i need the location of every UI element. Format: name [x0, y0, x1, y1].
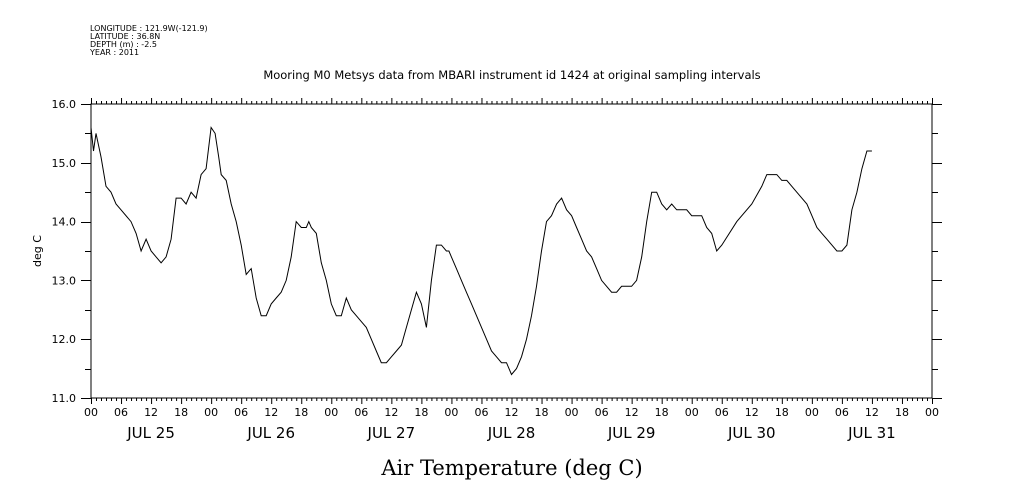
y-tick-label: 13.0	[52, 274, 77, 287]
x-day-label: JUL 25	[126, 424, 175, 442]
x-tick-label: 18	[535, 406, 549, 419]
y-tick-label: 12.0	[52, 333, 77, 346]
x-day-label: JUL 30	[727, 424, 776, 442]
latitude-label: LATITUDE : 36.8N	[90, 32, 161, 41]
x-tick-label: 12	[745, 406, 759, 419]
axis-ticks	[81, 98, 942, 404]
year-label: YEAR : 2011	[90, 48, 140, 57]
axis-labels: 00 06 12 18 00 06 12 18 00 06 12 18 00 06 12 18 00 06 12 18…	[52, 98, 940, 442]
x-tick-label: 00	[565, 406, 579, 419]
x-tick-label: 18	[294, 406, 308, 419]
x-tick-label: 00	[324, 406, 338, 419]
x-tick-label: 18	[895, 406, 909, 419]
y-tick-label: 14.0	[52, 216, 77, 229]
x-tick-label: 00	[204, 406, 218, 419]
x-tick-label: 12	[625, 406, 639, 419]
x-tick-label: 00	[925, 406, 939, 419]
x-tick-label: 06	[114, 406, 128, 419]
y-tick-label: 16.0	[52, 98, 77, 111]
x-tick-label: 00	[805, 406, 819, 419]
x-tick-label: 18	[775, 406, 789, 419]
x-tick-label: 18	[655, 406, 669, 419]
y-tick-label: 11.0	[52, 392, 77, 405]
x-tick-label: 00	[444, 406, 458, 419]
x-tick-label: 12	[264, 406, 278, 419]
chart-title: Mooring M0 Metsys data from MBARI instru…	[263, 68, 760, 82]
x-day-label: JUL 26	[246, 424, 295, 442]
y-tick-label: 15.0	[52, 157, 77, 170]
x-tick-label: 06	[715, 406, 729, 419]
y-axis-label: deg C	[31, 235, 44, 267]
x-tick-label: 00	[84, 406, 98, 419]
longitude-label: LONGITUDE : 121.9W(-121.9)	[90, 24, 208, 33]
depth-label: DEPTH (m) : -2.5	[90, 40, 157, 49]
x-tick-label: 12	[865, 406, 879, 419]
x-tick-label: 12	[144, 406, 158, 419]
x-tick-label: 06	[835, 406, 849, 419]
x-day-label: JUL 31	[847, 424, 896, 442]
x-day-label: JUL 29	[607, 424, 656, 442]
x-day-label: JUL 28	[487, 424, 536, 442]
x-tick-label: 06	[234, 406, 248, 419]
x-tick-label: 18	[414, 406, 428, 419]
x-tick-label: 12	[384, 406, 398, 419]
x-tick-label: 18	[174, 406, 188, 419]
x-tick-label: 12	[505, 406, 519, 419]
x-tick-label: 06	[474, 406, 488, 419]
x-tick-label: 06	[595, 406, 609, 419]
x-tick-label: 00	[685, 406, 699, 419]
x-day-label: JUL 27	[367, 424, 416, 442]
series-line-air-temperature	[90, 126, 872, 376]
x-axis-label: Air Temperature (deg C)	[380, 456, 642, 480]
x-tick-label: 06	[354, 406, 368, 419]
